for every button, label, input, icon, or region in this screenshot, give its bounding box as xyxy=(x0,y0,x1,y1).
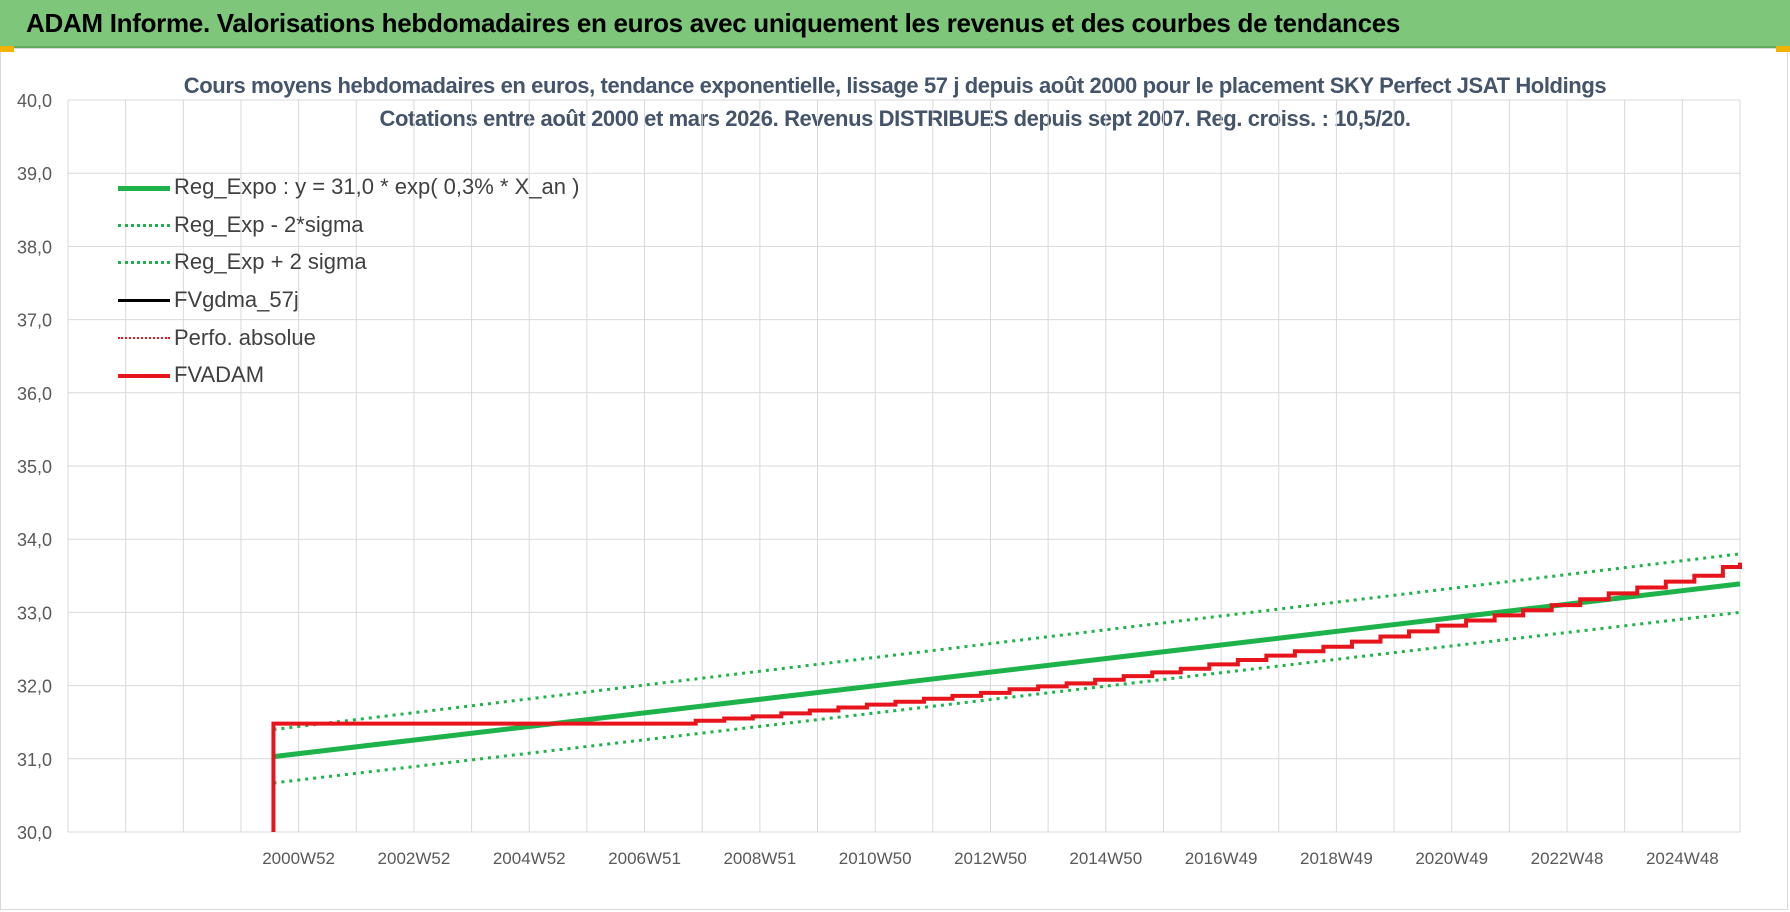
legend-label: Perfo. absolue xyxy=(174,324,316,350)
x-tick-label: 2024W48 xyxy=(1646,849,1719,868)
x-tick-label: 2014W50 xyxy=(1069,849,1142,868)
header-banner: ADAM Informe. Valorisations hebdomadaire… xyxy=(0,0,1790,48)
banner-title: ADAM Informe. Valorisations hebdomadaire… xyxy=(26,8,1401,38)
y-tick-label: 35,0 xyxy=(17,457,52,477)
y-tick-label: 36,0 xyxy=(17,384,52,404)
legend-swatch xyxy=(118,223,170,227)
y-tick-label: 34,0 xyxy=(17,530,52,550)
series-line-reg-expo-y-31-0-exp-0-3-x-an xyxy=(273,581,1741,760)
y-tick-label: 37,0 xyxy=(17,311,52,331)
series-line-reg-exp-2-sigma xyxy=(273,610,1741,785)
chart-subtitle: Cotations entre août 2000 et mars 2026. … xyxy=(379,106,1411,131)
legend-swatch xyxy=(118,299,170,303)
y-tick-label: 39,0 xyxy=(17,164,52,184)
legend-label: Reg_Exp + 2 sigma xyxy=(174,249,367,275)
x-tick-label: 2010W50 xyxy=(839,849,912,868)
y-tick-label: 31,0 xyxy=(17,750,52,770)
x-tick-label: 2022W48 xyxy=(1531,849,1604,868)
legend-label: FVADAM xyxy=(174,362,265,388)
x-tick-label: 2000W52 xyxy=(262,849,335,868)
legend-swatch xyxy=(118,186,170,191)
y-tick-label: 40,0 xyxy=(17,91,52,111)
x-tick-label: 2008W51 xyxy=(723,849,796,868)
x-tick-label: 2012W50 xyxy=(954,849,1027,868)
x-tick-label: 2018W49 xyxy=(1300,849,1373,868)
x-tick-label: 2006W51 xyxy=(608,849,681,868)
y-tick-label: 33,0 xyxy=(17,603,52,623)
legend-swatch xyxy=(118,336,170,339)
legend-label: Reg_Exp - 2*sigma xyxy=(174,211,364,237)
y-tick-label: 38,0 xyxy=(17,237,52,257)
chart-frame xyxy=(0,48,1788,910)
legend-swatch xyxy=(118,374,170,379)
legend-label: Reg_Expo : y = 31,0 * exp( 0,3% * X_an ) xyxy=(174,174,580,199)
x-tick-label: 2002W52 xyxy=(378,849,451,868)
legend-label: FVgdma_57j xyxy=(174,287,299,313)
corner-marker-top-left xyxy=(0,46,14,52)
y-tick-label: 30,0 xyxy=(17,823,52,843)
legend-swatch xyxy=(118,261,170,265)
series-line-fvadam xyxy=(271,562,1742,832)
y-tick-label: 32,0 xyxy=(17,677,52,697)
x-tick-label: 2004W52 xyxy=(493,849,566,868)
series-line-reg-exp-2-sigma xyxy=(273,552,1741,732)
x-tick-label: 2020W49 xyxy=(1415,849,1488,868)
chart-title: Cours moyens hebdomadaires en euros, ten… xyxy=(183,73,1607,98)
x-tick-label: 2016W49 xyxy=(1185,849,1258,868)
corner-marker-top-right xyxy=(1776,46,1790,52)
